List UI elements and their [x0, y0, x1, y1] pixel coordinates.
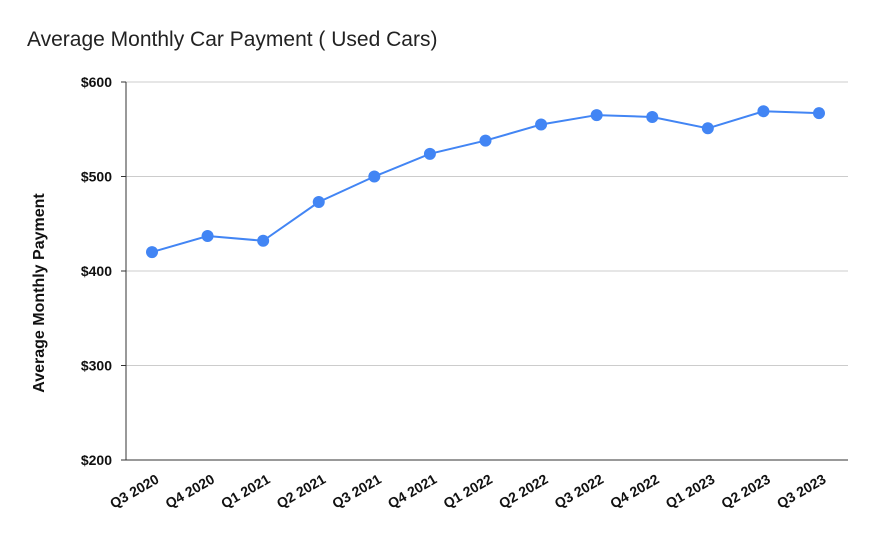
- data-point: [479, 134, 492, 147]
- x-tick-label: Q4 2021: [385, 471, 440, 512]
- x-tick-label: Q2 2023: [718, 471, 773, 512]
- data-point: [535, 118, 548, 131]
- x-tick-labels: Q3 2020 Q4 2020 Q1 2021 Q2 2021 Q3 2021 Q4 20…: [107, 471, 829, 512]
- data-points: [146, 105, 825, 259]
- chart-title: Average Monthly Car Payment ( Used Cars): [27, 28, 438, 51]
- x-tick-label: Q2 2021: [274, 471, 329, 512]
- data-point: [368, 170, 381, 183]
- x-tick-label: Q1 2023: [663, 471, 718, 512]
- y-axis-title: Average Monthly Payment: [31, 193, 48, 393]
- data-point: [423, 147, 436, 160]
- y-tick-label: $200: [81, 452, 112, 468]
- x-tick-label: Q3 2020: [107, 471, 162, 512]
- data-point: [146, 246, 158, 259]
- data-point: [757, 105, 770, 118]
- data-point: [813, 107, 825, 120]
- data-point: [312, 196, 325, 209]
- x-tick-label: Q3 2022: [552, 471, 607, 512]
- y-tick-label: $300: [81, 358, 112, 374]
- data-point: [701, 122, 714, 135]
- x-tick-label: Q1 2021: [218, 471, 273, 512]
- axes: [121, 81, 848, 461]
- x-tick-label: Q1 2022: [440, 471, 495, 512]
- series-line-group: [151, 110, 820, 254]
- gridlines: [126, 81, 848, 366]
- data-point: [257, 234, 270, 247]
- y-tick-label: $400: [81, 263, 112, 279]
- x-tick-label: Q2 2022: [496, 471, 551, 512]
- series-line: [151, 110, 820, 254]
- data-point: [646, 110, 659, 123]
- data-point: [201, 230, 214, 243]
- data-point: [590, 109, 603, 122]
- x-tick-label: Q3 2023: [774, 471, 829, 512]
- x-tick-label: Q4 2020: [163, 471, 218, 512]
- x-tick-label: Q4 2022: [607, 471, 662, 512]
- x-tick-label: Q3 2021: [329, 471, 384, 512]
- y-tick-labels: $200 $300 $400 $500 $600: [81, 74, 112, 468]
- y-tick-label: $600: [81, 74, 112, 90]
- y-tick-label: $500: [81, 169, 112, 185]
